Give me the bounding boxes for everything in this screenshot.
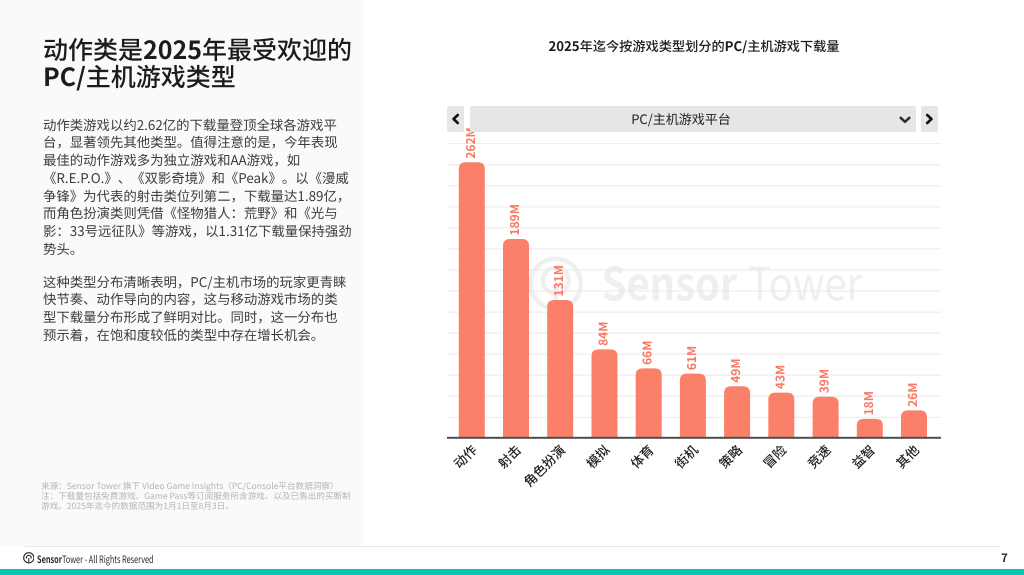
svg-text:益智: 益智 — [847, 440, 879, 472]
svg-text:39M: 39M — [816, 369, 833, 393]
svg-text:策略: 策略 — [714, 440, 746, 472]
svg-text:冒险: 冒险 — [758, 440, 790, 472]
svg-text:体育: 体育 — [626, 440, 658, 472]
svg-text:街机: 街机 — [670, 440, 702, 472]
svg-text:18M: 18M — [860, 391, 877, 415]
svg-text:角色扮演: 角色扮演 — [519, 440, 569, 490]
svg-text:262M: 262M — [462, 127, 479, 158]
svg-text:66M: 66M — [639, 340, 656, 364]
svg-text:189M: 189M — [506, 204, 523, 235]
svg-text:SensorTower: Sensor Tower — [602, 248, 863, 314]
svg-text:26M: 26M — [904, 382, 921, 406]
svg-text:131M: 131M — [550, 265, 567, 296]
svg-text:84M: 84M — [595, 321, 612, 345]
svg-text:49M: 49M — [727, 358, 744, 382]
svg-text:其他: 其他 — [891, 440, 923, 472]
svg-text:43M: 43M — [771, 365, 788, 389]
svg-text:动作: 动作 — [449, 440, 481, 472]
svg-text:射击: 射击 — [493, 440, 525, 472]
svg-text:61M: 61M — [683, 346, 700, 370]
svg-text:竞速: 竞速 — [803, 440, 835, 472]
svg-text:模拟: 模拟 — [581, 440, 613, 472]
